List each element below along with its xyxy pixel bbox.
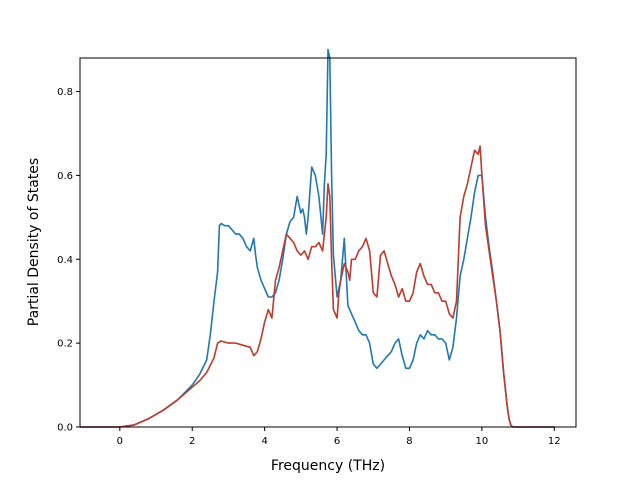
x-tick-label: 4 [261, 436, 267, 447]
x-axis-label: Frequency (THz) [271, 458, 385, 474]
x-tick-label: 10 [476, 436, 489, 447]
series-line-2 [80, 145, 555, 428]
x-tick-label: 0 [117, 436, 123, 447]
x-tick-label: 8 [406, 436, 412, 447]
y-axis-label: Partial Density of States [26, 158, 42, 326]
y-tick-label: 0.2 [57, 339, 73, 350]
x-tick-label: 6 [334, 436, 340, 447]
x-axis-ticks: 0 2 4 6 8 10 12 [117, 427, 561, 447]
y-axis-ticks: 0.0 0.2 0.4 0.6 0.8 [57, 87, 80, 434]
x-tick-label: 2 [189, 436, 195, 447]
plot-frame [79, 57, 577, 428]
y-tick-label: 0.8 [57, 87, 73, 98]
y-tick-label: 0.4 [57, 255, 73, 266]
x-tick-label: 12 [548, 436, 561, 447]
y-tick-label: 0.6 [57, 171, 73, 182]
y-tick-label: 0.0 [57, 423, 73, 434]
plot-area [80, 58, 576, 427]
series-layer [80, 48, 555, 428]
